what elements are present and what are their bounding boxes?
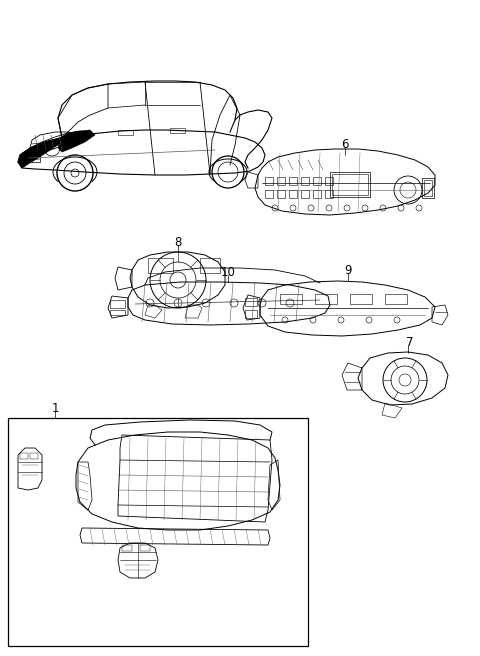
Bar (325, 177, 333, 185)
Bar (30, 453, 38, 459)
Bar (110, 300, 125, 308)
Bar (122, 545, 132, 551)
Text: 9: 9 (344, 264, 352, 276)
Text: 10: 10 (221, 266, 235, 279)
Bar (289, 190, 297, 198)
Bar (330, 172, 370, 197)
Bar (422, 178, 434, 198)
Bar (277, 177, 285, 185)
Bar (277, 190, 285, 198)
Bar (313, 190, 321, 198)
Bar (245, 310, 257, 318)
Bar (332, 174, 368, 195)
Bar (148, 258, 173, 273)
Polygon shape (18, 133, 68, 168)
Bar (315, 294, 337, 304)
Bar (385, 294, 407, 304)
Polygon shape (58, 130, 95, 152)
Bar (325, 190, 333, 198)
Bar (289, 177, 297, 185)
Bar (22, 152, 40, 162)
Bar (265, 190, 273, 198)
Bar (265, 177, 273, 185)
Bar (245, 298, 257, 306)
Bar (110, 310, 125, 315)
Bar (8, 418, 308, 646)
Text: 8: 8 (174, 236, 182, 249)
Bar (200, 258, 220, 273)
Bar (301, 177, 309, 185)
Text: 6: 6 (341, 138, 349, 152)
Bar (170, 128, 185, 133)
Bar (313, 177, 321, 185)
Text: 1: 1 (51, 401, 59, 415)
Bar (280, 294, 302, 304)
Bar (20, 453, 28, 459)
Text: 7: 7 (406, 335, 414, 348)
Bar (424, 180, 432, 196)
Bar (140, 545, 150, 551)
Bar (301, 190, 309, 198)
Bar (350, 294, 372, 304)
Bar (118, 130, 133, 135)
